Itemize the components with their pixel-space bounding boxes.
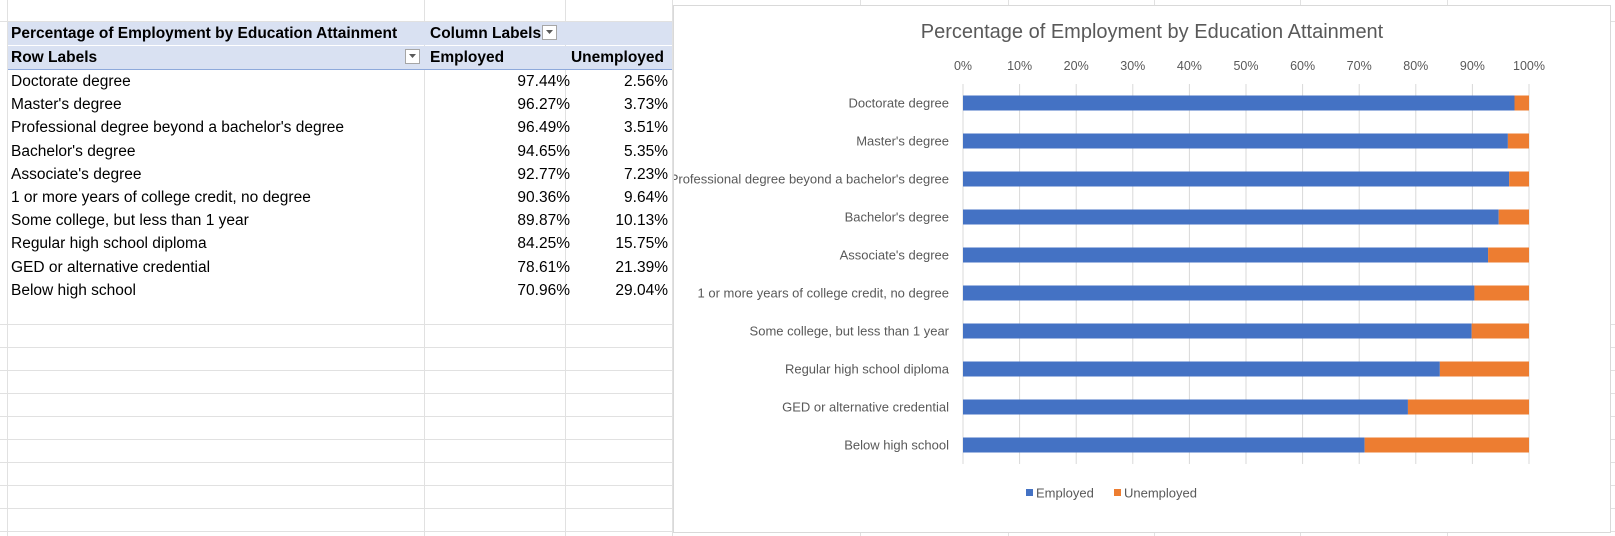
employed-value-cell[interactable]: 70.96%	[517, 281, 570, 299]
row-label-cell[interactable]: Bachelor's degree	[11, 142, 136, 160]
employed-bar[interactable]	[963, 247, 1489, 263]
x-tick-label: 50%	[1233, 59, 1258, 73]
row-label-cell[interactable]: 1 or more years of college credit, no de…	[11, 189, 311, 206]
category-label: Bachelor's degree	[845, 210, 949, 225]
employed-bar[interactable]	[963, 323, 1472, 339]
unemployed-bar[interactable]	[1474, 285, 1529, 301]
column-labels-filter-button[interactable]	[542, 25, 557, 40]
employed-value-cell[interactable]: 84.25%	[517, 235, 570, 253]
employed-bar[interactable]	[963, 437, 1365, 453]
x-tick-label: 40%	[1177, 59, 1202, 73]
category-label: Master's degree	[856, 134, 949, 149]
x-tick-label: 70%	[1347, 59, 1372, 73]
chart-title: Percentage of Employment by Education At…	[921, 21, 1384, 43]
category-label: Doctorate degree	[849, 96, 949, 111]
pivot-title[interactable]: Percentage of Employment by Education At…	[11, 25, 398, 42]
table-row: Doctorate degree 97.44% 2.56%	[8, 70, 672, 93]
legend-label[interactable]: Employed	[1036, 486, 1094, 501]
chevron-down-icon	[409, 54, 416, 58]
table-row: Professional degree beyond a bachelor's …	[8, 116, 672, 139]
category-label: Professional degree beyond a bachelor's …	[674, 172, 949, 187]
unemployed-value-cell[interactable]: 5.35%	[624, 142, 668, 160]
table-row: Associate's degree 92.77% 7.23%	[8, 163, 672, 186]
category-label: Associate's degree	[840, 248, 949, 263]
unemployed-bar[interactable]	[1507, 133, 1529, 149]
legend-swatch	[1114, 489, 1121, 496]
employed-bar[interactable]	[963, 399, 1408, 415]
employed-bar[interactable]	[963, 285, 1475, 301]
unemployed-bar[interactable]	[1514, 95, 1529, 111]
row-label-cell[interactable]: Some college, but less than 1 year	[11, 212, 249, 230]
table-row: 1 or more years of college credit, no de…	[8, 186, 672, 209]
x-tick-label: 80%	[1403, 59, 1428, 73]
employed-value-cell[interactable]: 90.36%	[517, 189, 570, 206]
row-label-cell[interactable]: Master's degree	[11, 96, 122, 114]
row-label-cell[interactable]: Associate's degree	[11, 165, 142, 183]
employed-column-header[interactable]: Employed	[430, 49, 505, 66]
unemployed-value-cell[interactable]: 21.39%	[615, 258, 668, 276]
employed-value-cell[interactable]: 94.65%	[517, 142, 570, 160]
employed-value-cell[interactable]: 78.61%	[517, 258, 570, 276]
employed-value-cell[interactable]: 97.44%	[517, 73, 570, 90]
employed-bar[interactable]	[963, 209, 1499, 225]
unemployed-value-cell[interactable]: 3.51%	[624, 119, 668, 137]
unemployed-value-cell[interactable]: 9.64%	[624, 189, 668, 206]
x-tick-label: 30%	[1120, 59, 1145, 73]
unemployed-bar[interactable]	[1488, 247, 1529, 263]
unemployed-bar[interactable]	[1498, 209, 1529, 225]
unemployed-value-cell[interactable]: 3.73%	[624, 96, 668, 114]
unemployed-bar[interactable]	[1509, 171, 1529, 187]
employed-value-cell[interactable]: 89.87%	[517, 212, 570, 230]
employed-bar[interactable]	[963, 95, 1515, 111]
table-row: Below high school 70.96% 29.04%	[8, 279, 672, 302]
unemployed-column-header[interactable]: Unemployed	[570, 49, 664, 66]
unemployed-value-cell[interactable]: 29.04%	[615, 281, 668, 299]
x-tick-label: 90%	[1460, 59, 1485, 73]
pivot-header-row-2: Row Labels Employed Unemployed	[8, 46, 672, 70]
x-tick-label: 100%	[1513, 59, 1545, 73]
pivot-header-row-1: Percentage of Employment by Education At…	[8, 22, 672, 45]
category-label: Some college, but less than 1 year	[750, 324, 950, 339]
unemployed-value-cell[interactable]: 7.23%	[624, 165, 668, 183]
x-tick-label: 20%	[1064, 59, 1089, 73]
unemployed-bar[interactable]	[1364, 437, 1529, 453]
row-labels-filter-button[interactable]	[405, 49, 420, 64]
table-row: GED or alternative credential 78.61% 21.39…	[8, 256, 672, 279]
row-label-cell[interactable]: Doctorate degree	[11, 73, 131, 90]
table-row: Bachelor's degree 94.65% 5.35%	[8, 140, 672, 163]
row-label-cell[interactable]: Professional degree beyond a bachelor's …	[11, 119, 344, 137]
row-label-cell[interactable]: Regular high school diploma	[11, 235, 207, 253]
row-label-cell[interactable]: Below high school	[11, 281, 136, 299]
employed-value-cell[interactable]: 96.49%	[517, 119, 570, 137]
category-label: Below high school	[844, 438, 949, 453]
x-tick-label: 60%	[1290, 59, 1315, 73]
stacked-bar-chart[interactable]: Percentage of Employment by Education At…	[673, 5, 1611, 533]
table-row: Some college, but less than 1 year 89.87%…	[8, 209, 672, 232]
chevron-down-icon	[546, 30, 553, 34]
unemployed-value-cell[interactable]: 15.75%	[615, 235, 668, 253]
unemployed-bar[interactable]	[1407, 399, 1529, 415]
table-row: Regular high school diploma 84.25% 15.75%	[8, 232, 672, 255]
category-label: Regular high school diploma	[785, 362, 950, 377]
unemployed-bar[interactable]	[1439, 361, 1529, 377]
employed-value-cell[interactable]: 92.77%	[517, 165, 570, 183]
category-label: GED or alternative credential	[782, 400, 949, 415]
row-label-cell[interactable]: GED or alternative credential	[11, 258, 211, 276]
unemployed-value-cell[interactable]: 10.13%	[615, 212, 668, 230]
chart-canvas: Percentage of Employment by Education At…	[674, 21, 1545, 501]
employed-bar[interactable]	[963, 171, 1510, 187]
employed-value-cell[interactable]: 96.27%	[517, 96, 570, 114]
table-row: Master's degree 96.27% 3.73%	[8, 93, 672, 116]
row-labels-header[interactable]: Row Labels	[11, 49, 98, 66]
column-labels-header[interactable]: Column Labels	[430, 25, 542, 42]
legend-swatch	[1026, 489, 1033, 496]
category-label: 1 or more years of college credit, no de…	[698, 286, 949, 301]
employed-bar[interactable]	[963, 361, 1440, 377]
unemployed-bar[interactable]	[1471, 323, 1529, 339]
unemployed-value-cell[interactable]: 2.56%	[624, 73, 668, 90]
x-tick-label: 10%	[1007, 59, 1032, 73]
employed-bar[interactable]	[963, 133, 1508, 149]
x-tick-label: 0%	[954, 59, 972, 73]
legend-label[interactable]: Unemployed	[1124, 486, 1197, 501]
